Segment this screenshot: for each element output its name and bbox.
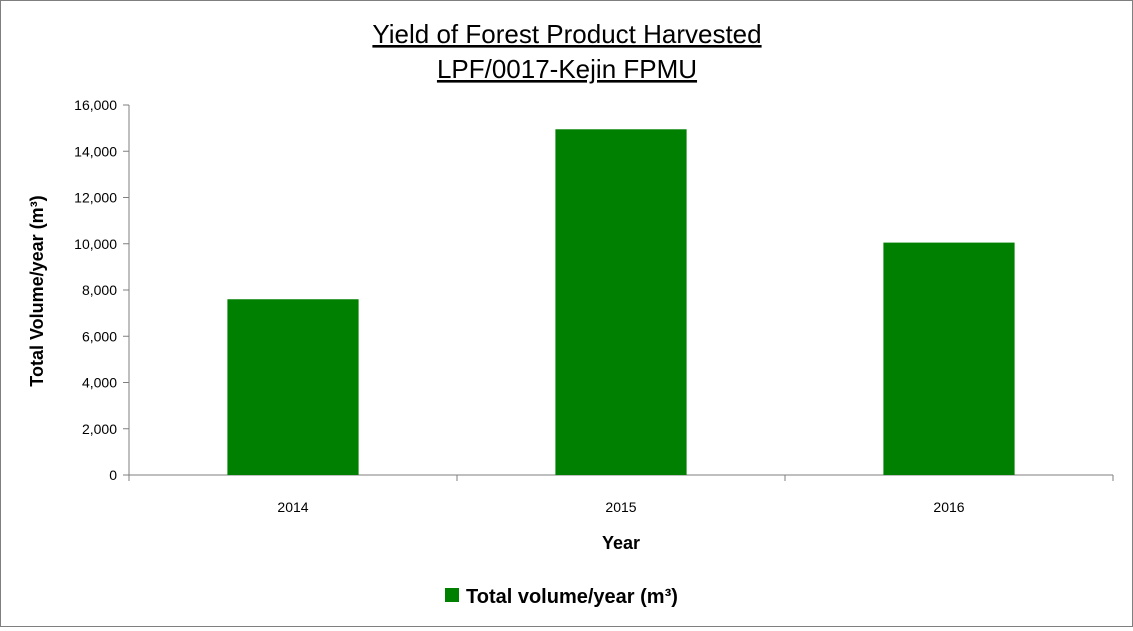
- y-tick-label: 6,000: [82, 328, 117, 344]
- bar-2014: [227, 299, 359, 475]
- x-tick-label: 2014: [277, 499, 308, 515]
- bar-2015: [555, 129, 687, 475]
- legend-label: Total volume/year (m³): [466, 586, 678, 608]
- chart-subtitle: LPF/0017-Kejin FPMU: [437, 54, 697, 84]
- plot-area: 0 2,000 4,000 6,000 8,000 10,000 12,000 14,000 1…: [74, 97, 1114, 515]
- y-tick-label: 16,000: [74, 97, 117, 113]
- y-tick-label: 10,000: [74, 236, 117, 252]
- x-tick-label: 2016: [933, 499, 964, 515]
- bar-2016: [883, 242, 1015, 475]
- legend: Total volume/year (m³): [445, 586, 678, 608]
- x-axis-label: Year: [602, 533, 640, 553]
- y-tick-label: 8,000: [82, 282, 117, 298]
- y-tick-label: 4,000: [82, 375, 117, 391]
- legend-swatch: [445, 588, 459, 602]
- y-tick-label: 0: [109, 467, 117, 483]
- chart-title: Yield of Forest Product Harvested: [372, 19, 761, 49]
- y-axis-label: Total Volume/year (m³): [27, 195, 47, 386]
- x-tick-label: 2015: [605, 499, 636, 515]
- y-tick-label: 14,000: [74, 143, 117, 159]
- y-tick-label: 2,000: [82, 421, 117, 437]
- y-tick-label: 12,000: [74, 190, 117, 206]
